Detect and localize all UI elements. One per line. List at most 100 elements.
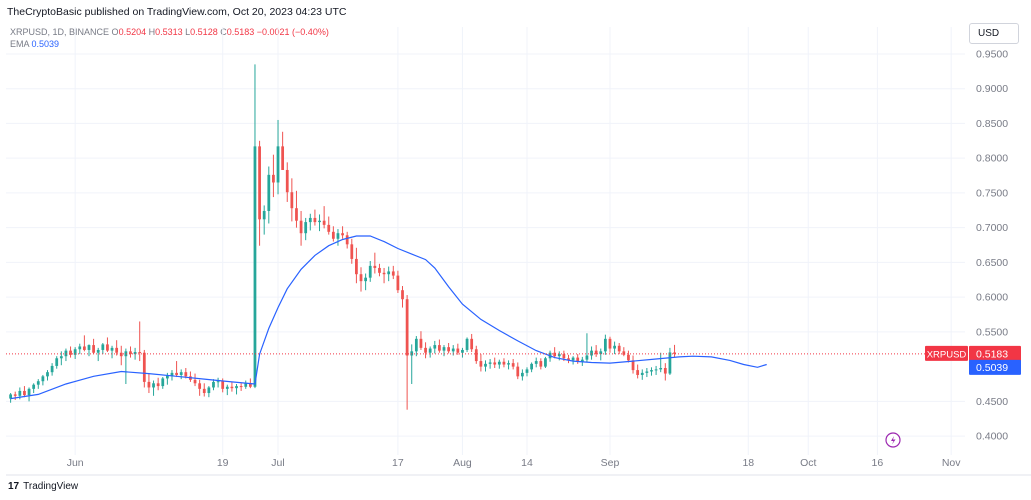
- candle-body: [225, 386, 229, 389]
- candle-body: [516, 366, 520, 377]
- candle: [156, 377, 160, 391]
- candle-body: [465, 338, 469, 350]
- candle: [650, 367, 653, 376]
- candle: [368, 261, 372, 282]
- candle-body: [212, 381, 215, 388]
- y-tick-label: 0.9500: [976, 48, 1008, 60]
- candle: [87, 344, 91, 357]
- candle: [115, 340, 119, 356]
- candle: [106, 337, 109, 353]
- candle: [599, 348, 603, 361]
- candle-body: [659, 368, 663, 370]
- candle: [69, 346, 72, 358]
- candle: [308, 213, 312, 231]
- candle-body: [414, 338, 418, 352]
- candle-body: [433, 345, 437, 349]
- candle-body: [631, 360, 635, 371]
- candle-body: [345, 235, 349, 245]
- candle: [119, 345, 123, 366]
- candle-body: [23, 390, 26, 396]
- candle: [525, 367, 529, 377]
- candle: [225, 384, 229, 396]
- candle: [124, 348, 128, 384]
- candle-body: [401, 290, 404, 300]
- candle: [345, 231, 349, 249]
- candle: [262, 205, 266, 235]
- candle-body: [474, 349, 478, 362]
- grid-lines: [6, 27, 965, 455]
- candle-body: [221, 381, 225, 389]
- candle-body: [456, 348, 460, 353]
- candle: [530, 362, 533, 373]
- candle-body: [82, 346, 86, 350]
- candle-body: [179, 372, 183, 375]
- candle: [488, 358, 492, 369]
- candle-body: [521, 372, 524, 377]
- candle-body: [364, 277, 368, 282]
- candle: [419, 331, 423, 350]
- candle-body: [235, 386, 238, 389]
- candle: [299, 210, 303, 246]
- candle: [359, 267, 363, 292]
- candle-body: [650, 370, 653, 372]
- currency-button[interactable]: USD: [969, 23, 1019, 44]
- candle: [373, 252, 377, 274]
- candle: [189, 371, 192, 382]
- candle-body: [355, 258, 358, 275]
- candle-body: [368, 265, 372, 278]
- candle: [212, 379, 215, 391]
- candle: [405, 295, 409, 410]
- candle-body: [27, 388, 31, 396]
- candle-body: [488, 362, 492, 364]
- y-tick-label: 0.7000: [976, 222, 1008, 234]
- candle-body: [13, 394, 17, 396]
- last-price-value: 0.5183: [976, 348, 1008, 360]
- candle: [571, 356, 575, 365]
- time-axis: Jun 19 Jul 17 Aug 14 Sep 18 Oct 16 Nov: [6, 457, 1031, 476]
- candle-body: [50, 365, 54, 373]
- candle-body: [553, 352, 557, 357]
- candle-body: [396, 275, 400, 291]
- candle-body: [230, 386, 234, 389]
- candle: [410, 344, 414, 384]
- candle-body: [544, 358, 547, 367]
- x-tick-label: Jul: [271, 457, 284, 469]
- candle-body: [138, 352, 142, 354]
- candle-body: [198, 383, 202, 389]
- candle-body: [590, 350, 593, 356]
- y-tick-label: 0.8000: [976, 153, 1008, 165]
- ema-line: [10, 235, 767, 400]
- candle: [567, 354, 570, 364]
- candle-body: [46, 372, 49, 377]
- candle: [202, 383, 206, 397]
- candle: [438, 339, 441, 353]
- close-label: C: [220, 27, 227, 37]
- candle-body: [184, 372, 188, 377]
- candle-body: [175, 372, 178, 375]
- candle: [497, 359, 501, 369]
- candle-body: [267, 174, 271, 211]
- candle-body: [299, 220, 303, 234]
- candle: [193, 373, 197, 387]
- x-tick-label: 14: [521, 457, 533, 469]
- candle: [55, 356, 59, 369]
- candle: [295, 190, 298, 228]
- candle: [258, 140, 261, 246]
- candle-body: [493, 362, 497, 365]
- candle: [27, 387, 31, 402]
- candle: [544, 356, 547, 369]
- candle-body: [202, 388, 206, 394]
- candle: [663, 363, 667, 381]
- candle-body: [285, 169, 289, 193]
- candle: [659, 352, 663, 373]
- candle-body: [428, 348, 432, 353]
- x-tick-label: Oct: [800, 457, 816, 469]
- candle-body: [507, 363, 510, 365]
- lightning-icon[interactable]: [885, 432, 901, 448]
- candle-body: [133, 352, 137, 355]
- candle-body: [304, 222, 308, 234]
- candle: [391, 265, 395, 280]
- candle: [281, 131, 285, 170]
- candle-body: [124, 351, 128, 357]
